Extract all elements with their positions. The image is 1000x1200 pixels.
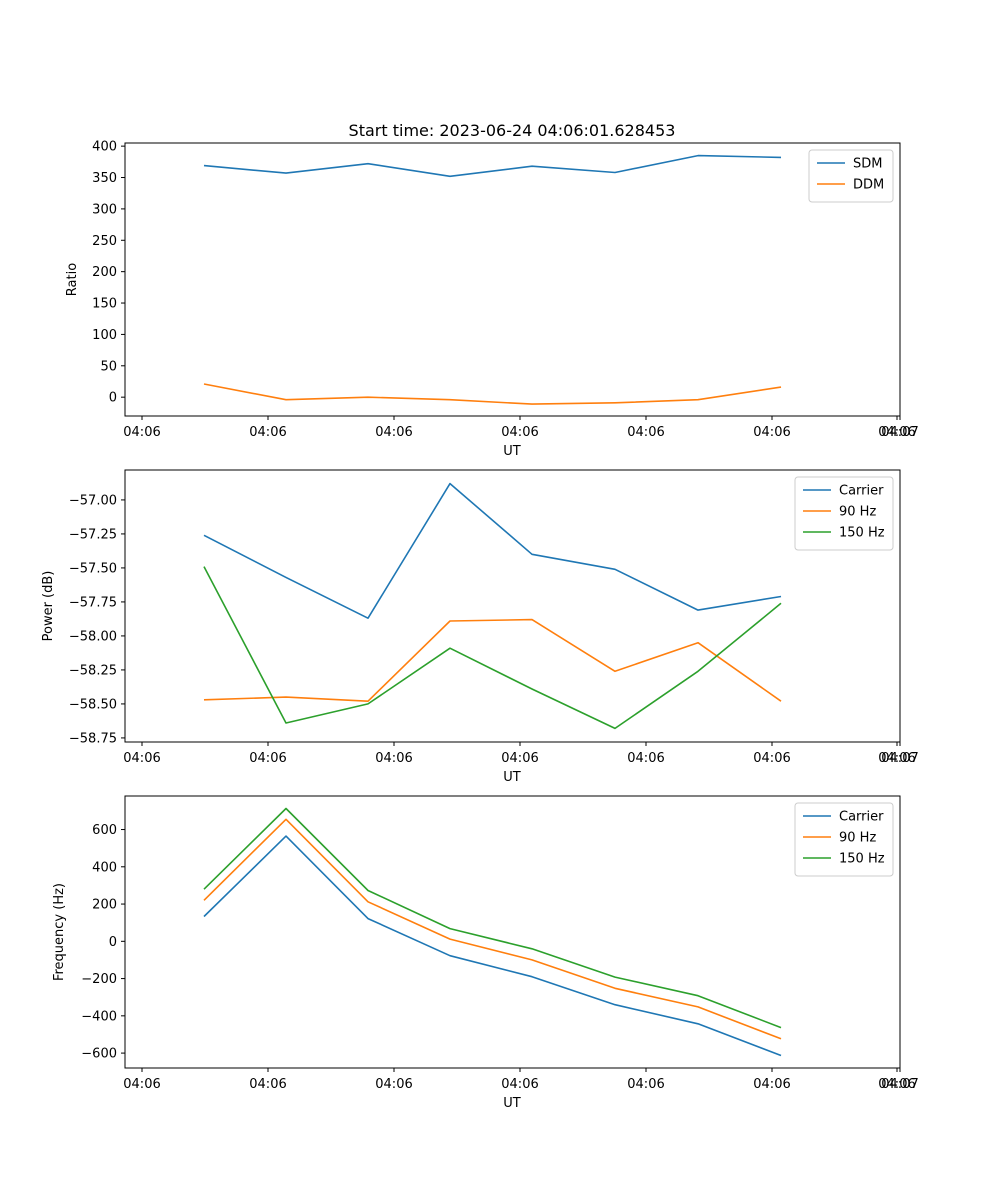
- figure-title: Start time: 2023-06-24 04:06:01.628453: [349, 121, 676, 140]
- x-tick-label: 04:06: [501, 425, 538, 440]
- y-tick-label: 150: [92, 297, 117, 312]
- y-tick-label: 350: [92, 171, 117, 186]
- y-tick-label: −57.50: [69, 561, 117, 576]
- series-line-sdm: [203, 154, 782, 178]
- chart-panel-1: 04:06 04:06 04:06 04:06 04:06 04:06 04:0604:07…: [65, 140, 919, 459]
- legend-label: 90 Hz: [839, 505, 876, 520]
- x-tick-label: 04:06: [753, 425, 790, 440]
- x-tick-label: 04:06: [123, 425, 160, 440]
- x-axis-label: UT: [503, 444, 521, 459]
- legend-label: 150 Hz: [839, 852, 885, 867]
- y-tick-label: 250: [92, 234, 117, 249]
- x-tick-label: 04:06: [753, 751, 790, 766]
- series-line-ddm: [203, 383, 782, 405]
- y-tick-label: 0: [109, 935, 117, 950]
- y-tick-label: 0: [109, 391, 117, 406]
- x-tick-label: 04:06: [249, 1077, 286, 1092]
- x-tick-label: 04:07: [881, 751, 918, 766]
- legend-label: 90 Hz: [839, 831, 876, 846]
- y-tick-label: 600: [92, 823, 117, 838]
- chart-panel-3: 04:06 04:06 04:06 04:06 04:06 04:06 04:0604:07…: [52, 795, 919, 1111]
- legend: Carrier 90 Hz 150 Hz: [794, 476, 894, 551]
- x-axis-label: UT: [503, 1096, 521, 1111]
- x-tick-label: 04:06: [878, 751, 915, 766]
- x-tick-label: 04:06: [123, 1077, 160, 1092]
- y-tick-label: −600: [81, 1047, 117, 1062]
- y-tick-label: 100: [92, 328, 117, 343]
- y-tick-label: −58.25: [69, 663, 117, 678]
- plot-frame: [124, 469, 901, 743]
- x-tick-label: 04:06: [753, 1077, 790, 1092]
- x-tick-label: 04:06: [249, 751, 286, 766]
- y-tick-label: −58.75: [69, 731, 117, 746]
- x-tick-label: 04:06: [878, 425, 915, 440]
- y-tick-label: −58.50: [69, 697, 117, 712]
- series-line-90-hz: [203, 618, 782, 703]
- y-tick-label: 400: [92, 860, 117, 875]
- y-tick-label: 50: [100, 359, 117, 374]
- x-axis-label: UT: [503, 770, 521, 785]
- y-tick-label: 300: [92, 202, 117, 217]
- x-tick-label: 04:07: [881, 425, 918, 440]
- y-tick-label: 200: [92, 898, 117, 913]
- legend-label: SDM: [853, 157, 882, 172]
- legend-label: Carrier: [839, 810, 884, 825]
- y-tick-label: 400: [92, 140, 117, 155]
- series-line-carrier: [203, 835, 782, 1057]
- legend-label: Carrier: [839, 484, 884, 499]
- legend-label: 150 Hz: [839, 526, 885, 541]
- series-line-150-hz: [203, 807, 782, 1029]
- x-tick-label: 04:06: [501, 751, 538, 766]
- legend-label: DDM: [853, 178, 884, 193]
- y-axis-label: Ratio: [65, 263, 80, 296]
- x-tick-label: 04:06: [123, 751, 160, 766]
- y-tick-label: −57.00: [69, 493, 117, 508]
- x-tick-label: 04:06: [627, 1077, 664, 1092]
- y-tick-label: −57.25: [69, 527, 117, 542]
- chart-panel-2: 04:06 04:06 04:06 04:06 04:06 04:06 04:0604:07…: [41, 469, 919, 785]
- x-tick-label: 04:06: [501, 1077, 538, 1092]
- y-tick-label: 200: [92, 265, 117, 280]
- x-tick-label: 04:06: [375, 425, 412, 440]
- series-line-150-hz: [203, 566, 782, 730]
- x-tick-label: 04:06: [375, 751, 412, 766]
- plot-frame: [124, 142, 901, 417]
- x-tick-label: 04:07: [881, 1077, 918, 1092]
- series-line-carrier: [203, 482, 782, 620]
- y-tick-label: −200: [81, 972, 117, 987]
- x-tick-label: 04:06: [375, 1077, 412, 1092]
- legend: Carrier 90 Hz 150 Hz: [794, 802, 894, 877]
- y-tick-label: −400: [81, 1009, 117, 1024]
- x-tick-label: 04:06: [627, 751, 664, 766]
- x-tick-label: 04:06: [627, 425, 664, 440]
- panels: 04:06 04:06 04:06 04:06 04:06 04:06 04:0604:07…: [41, 140, 919, 1111]
- plot-frame: [124, 795, 901, 1069]
- y-axis-label: Power (dB): [41, 571, 56, 642]
- x-tick-label: 04:06: [878, 1077, 915, 1092]
- legend: SDM DDM: [808, 149, 894, 203]
- series-line-90-hz: [203, 818, 782, 1040]
- y-tick-label: −57.75: [69, 595, 117, 610]
- y-tick-label: −58.00: [69, 629, 117, 644]
- y-axis-label: Frequency (Hz): [52, 883, 67, 981]
- x-tick-label: 04:06: [249, 425, 286, 440]
